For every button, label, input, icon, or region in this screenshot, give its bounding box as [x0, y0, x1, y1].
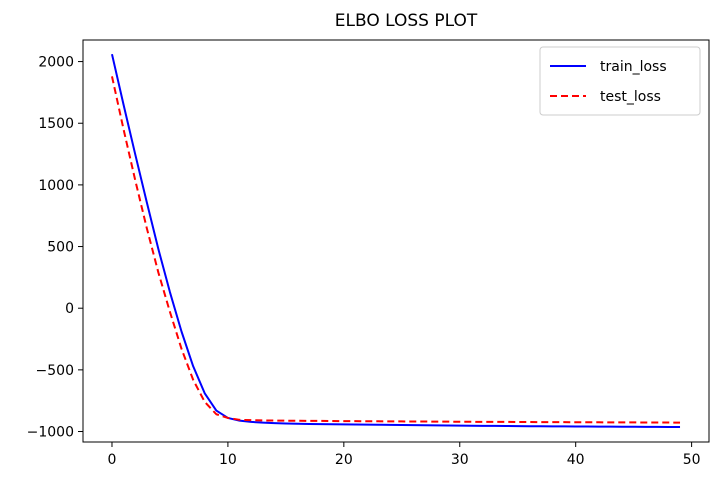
series-layer: [111, 53, 681, 428]
legend: train_loss test_loss: [539, 46, 701, 116]
x-tick-label: 10: [219, 452, 237, 468]
y-tick-label: −500: [36, 363, 74, 379]
y-tick-label: 0: [65, 301, 74, 317]
legend-box: [539, 46, 701, 116]
legend-label: train_loss: [600, 59, 667, 75]
y-tick-label: 2000: [38, 55, 74, 71]
x-tick-label: 50: [683, 452, 701, 468]
x-tick-label: 30: [451, 452, 469, 468]
axes: 0 10 20 30 40 50 −1000 −500 0 500 1000 1500 2000: [27, 39, 710, 468]
plot-frame: [82, 39, 710, 443]
x-tick-label: 40: [567, 452, 585, 468]
y-tick-label: −1000: [27, 425, 74, 441]
y-tick-label: 1000: [38, 178, 74, 194]
y-tick-label: 1500: [38, 116, 74, 132]
legend-label: test_loss: [600, 89, 661, 105]
x-tick-label: 20: [335, 452, 353, 468]
x-tick-label: 0: [108, 452, 117, 468]
chart-title: ELBO LOSS PLOT: [335, 11, 478, 31]
y-tick-label: 500: [47, 240, 74, 256]
series-line-test-loss: [111, 76, 681, 424]
series-line-train-loss: [111, 53, 681, 428]
